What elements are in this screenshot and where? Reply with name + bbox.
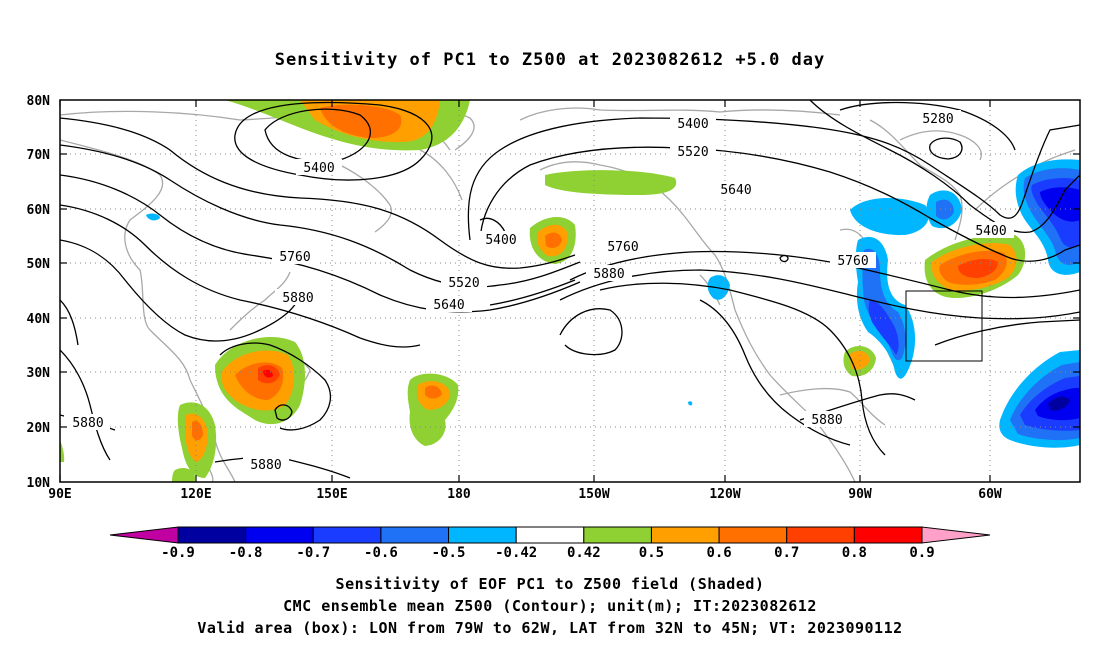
lon-label: 120W	[709, 487, 740, 502]
contour-label-5520: 5520	[448, 276, 479, 291]
lat-label: 60N	[27, 203, 51, 218]
lon-label: 90E	[48, 487, 71, 502]
latitude-labels: 10N 20N 30N 40N 50N 60N 70N 80N	[27, 94, 51, 491]
colorbar-label: -0.9	[161, 545, 195, 561]
colorbar-label: 0.7	[774, 545, 799, 561]
colorbar-cell	[515, 526, 585, 544]
colorbar-cell	[448, 526, 517, 544]
colorbar-label: 0.5	[639, 545, 664, 561]
caption-line-1: Sensitivity of EOF PC1 to Z500 field (Sh…	[335, 575, 765, 593]
colorbar-label: 0.42	[567, 545, 601, 561]
contour-label-5880: 5880	[282, 291, 313, 306]
contour-label-5400: 5400	[303, 161, 334, 176]
lon-label: 150E	[316, 487, 347, 502]
lat-label: 50N	[27, 257, 51, 272]
contour-label-5880: 5880	[593, 267, 624, 282]
lat-label: 30N	[27, 366, 51, 381]
colorbar-label: -0.8	[229, 545, 263, 561]
lat-label: 40N	[27, 312, 51, 327]
contour-label-5880: 5880	[811, 413, 842, 428]
contour-label-5400: 5400	[677, 117, 708, 132]
colorbar-label: 0.9	[909, 545, 934, 561]
contour-label-5400: 5400	[485, 233, 516, 248]
lon-label: 90W	[848, 487, 872, 502]
colorbar-cell	[853, 526, 923, 544]
colorbar-low-triangle	[109, 526, 179, 544]
colorbar-label: -0.42	[495, 545, 537, 561]
contour-label-5880: 5880	[250, 458, 281, 473]
colorbar-cell	[650, 526, 720, 544]
colorbar-cell	[245, 526, 314, 544]
lat-label: 80N	[27, 94, 51, 109]
map-frame	[59, 99, 1081, 483]
longitude-labels: 90E 120E 150E 180 150W 120W 90W 60W	[48, 487, 1002, 502]
contour-label-5640: 5640	[433, 298, 464, 313]
colorbar-label: 0.8	[842, 545, 867, 561]
contour-label-5760: 5760	[279, 250, 310, 265]
colorbar-high-triangle	[921, 526, 991, 544]
lon-label: 120E	[180, 487, 211, 502]
lat-label: 70N	[27, 148, 51, 163]
colorbar-cell	[312, 526, 382, 544]
z500-contours	[60, 100, 1080, 479]
colorbar: -0.9 -0.8 -0.7 -0.6 -0.5 -0.42 0.42 0.5 0.6 0.7 0.…	[109, 526, 991, 561]
lon-label: 150W	[578, 487, 609, 502]
valid-area-box	[905, 290, 983, 362]
colorbar-label: -0.7	[296, 545, 330, 561]
caption-line-3: Valid area (box): LON from 79W to 62W, L…	[197, 619, 903, 637]
colorbar-cell	[380, 526, 450, 544]
lat-label: 20N	[27, 421, 51, 436]
gridlines	[60, 100, 1080, 482]
colorbar-label: -0.6	[364, 545, 398, 561]
colorbar-label: -0.5	[432, 545, 466, 561]
colorbar-cell	[718, 526, 788, 544]
contour-label-5880: 5880	[72, 416, 103, 431]
colorbar-cell	[177, 526, 247, 544]
contour-labels: 5280 5400 5400 5400 5400 5520 5520 5640 …	[64, 110, 1014, 473]
caption-line-2: CMC ensemble mean Z500 (Contour); unit(m…	[283, 597, 817, 615]
colorbar-cell	[786, 526, 855, 544]
contour-label-5400: 5400	[975, 224, 1006, 239]
contour-label-5760: 5760	[837, 254, 868, 269]
colorbar-label: 0.6	[706, 545, 731, 561]
contour-label-5760: 5760	[607, 240, 638, 255]
contour-label-5520: 5520	[677, 145, 708, 160]
contour-label-5640: 5640	[720, 183, 751, 198]
colorbar-cell	[583, 526, 652, 544]
lat-label: 10N	[27, 476, 51, 491]
map-title: Sensitivity of PC1 to Z500 at 2023082612…	[274, 50, 826, 70]
axis-ticks	[59, 100, 1080, 482]
lon-label: 180	[447, 487, 471, 502]
lon-label: 60W	[978, 487, 1002, 502]
contour-label-5280: 5280	[922, 112, 953, 127]
